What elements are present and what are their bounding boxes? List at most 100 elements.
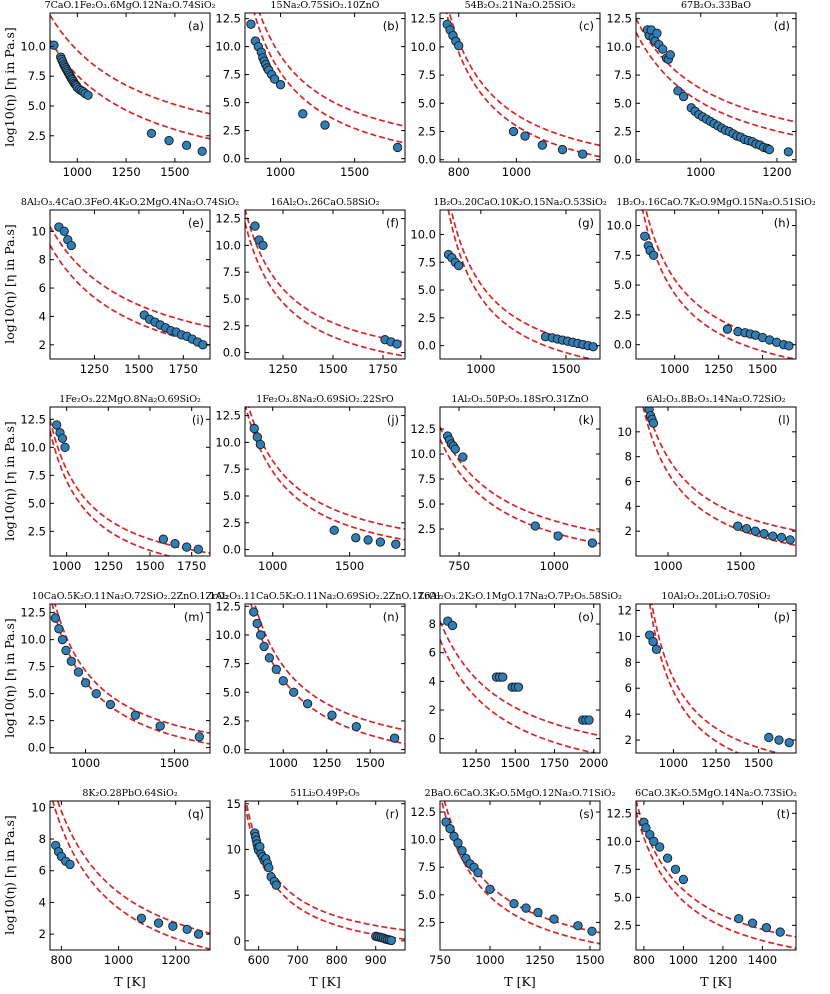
data-point-s bbox=[445, 823, 455, 834]
plot-area-q bbox=[51, 801, 210, 950]
model-curve-h-1 bbox=[645, 210, 796, 346]
panel-s: 2BaO.6CaO.3K₂O.5MgO.12Na₂O.71SiO₂ 750 1000… bbox=[410, 788, 615, 967]
x-tick-label: 1200 bbox=[762, 165, 791, 179]
y-tick-label: 4 bbox=[625, 499, 632, 513]
panel-frame-n bbox=[244, 603, 406, 754]
data-point-c bbox=[520, 131, 530, 141]
y-tick-label: 7.5 bbox=[28, 660, 46, 674]
data-point-m bbox=[80, 678, 91, 688]
y-tick-label: 7.5 bbox=[418, 472, 436, 486]
panel-frame-c bbox=[439, 12, 601, 163]
y-tick-label: 0.0 bbox=[418, 339, 436, 353]
data-point-m bbox=[61, 645, 71, 656]
x-tick-label: 1000 bbox=[475, 953, 504, 967]
panel-b: 15Na₂O.75SiO₂.10ZnO 1000 1500 0.0 2.5 5.0 7.5 1… bbox=[215, 0, 406, 179]
y-tick-label: 6 bbox=[625, 475, 632, 489]
data-point-j bbox=[329, 525, 339, 535]
data-point-n bbox=[278, 676, 288, 686]
y-tick-label: 10.0 bbox=[606, 218, 632, 232]
panel-t: 6CaO.3K₂O.5MgO.14Na₂O.73SiO₂ 800 1000 1200 1… bbox=[606, 788, 797, 967]
data-point-h bbox=[648, 250, 659, 260]
y-tick-label: 0 bbox=[429, 732, 436, 746]
model-curve-g-2 bbox=[447, 210, 596, 359]
y-axis-label-row1: log10(η) [η in Pa.s] bbox=[2, 27, 17, 147]
panel-title-m: 10CaO.5K₂O.11Na₂O.72SiO₂.2ZnO.1ZrO₂ bbox=[32, 591, 229, 602]
data-point-i bbox=[182, 542, 192, 552]
data-point-h bbox=[722, 324, 733, 334]
x-tick-label: 1500 bbox=[160, 756, 189, 770]
data-point-p bbox=[648, 636, 658, 647]
y-tick-label: 2.5 bbox=[28, 129, 46, 143]
data-point-m bbox=[73, 667, 84, 677]
data-point-a bbox=[197, 146, 207, 156]
y-tick-label: 4 bbox=[625, 707, 632, 721]
x-tick-label: 1500 bbox=[318, 362, 347, 376]
y-tick-label: 2.5 bbox=[223, 516, 241, 530]
plot-area-r bbox=[245, 801, 405, 946]
y-tick-label: 10.0 bbox=[215, 628, 241, 642]
panel-frame-q bbox=[49, 800, 211, 951]
y-tick-label: 7.5 bbox=[223, 657, 241, 671]
data-point-j bbox=[391, 539, 401, 549]
y-tick-label: 6 bbox=[625, 681, 632, 695]
y-tick-label: 10.0 bbox=[410, 227, 436, 241]
data-point-m bbox=[130, 710, 140, 720]
data-point-n bbox=[271, 664, 281, 674]
panel-title-b: 15Na₂O.75SiO₂.10ZnO bbox=[271, 0, 380, 11]
x-axis-label-col1: T [K] bbox=[114, 974, 145, 989]
panel-g: 1B₂O₃.20CaO.10K₂O.15Na₂O.53SiO₂ 1000 1500 0… bbox=[410, 197, 606, 376]
y-tick-label: 10.0 bbox=[20, 39, 46, 53]
x-tick-label: 1000 bbox=[269, 756, 298, 770]
panel-o: 16Al₂O₃.2K₂O.1MgO.17Na₂O.7P₂O₅.58SiO₂ 125… bbox=[418, 591, 622, 770]
y-tick-label: 5.0 bbox=[418, 888, 436, 902]
plot-area-i bbox=[50, 419, 210, 556]
panel-l: 6Al₂O₃.8B₂O₃.14Na₂O.72SiO₂ 1000 1500 2 4 6 8 10… bbox=[617, 394, 797, 573]
y-tick-label: 5.0 bbox=[614, 890, 632, 904]
y-tick-label: 10.0 bbox=[215, 40, 241, 54]
panel-label-r: (r) bbox=[385, 807, 399, 821]
y-tick-label: 2.5 bbox=[614, 308, 632, 322]
data-point-s bbox=[521, 903, 531, 913]
panel-title-q: 8K₂O.28PbO.64SiO₂ bbox=[82, 788, 177, 799]
data-point-n bbox=[351, 721, 361, 732]
data-point-s bbox=[441, 817, 451, 827]
y-tick-label: 2.5 bbox=[614, 125, 632, 139]
x-tick-label: 1400 bbox=[748, 953, 777, 967]
data-point-n bbox=[255, 630, 266, 640]
plot-area-l bbox=[642, 407, 796, 547]
data-point-k bbox=[530, 521, 540, 531]
data-point-b bbox=[275, 80, 286, 90]
data-point-k bbox=[458, 452, 468, 462]
data-point-c bbox=[537, 140, 547, 150]
data-point-o bbox=[498, 672, 508, 682]
panel-label-d: (d) bbox=[774, 19, 790, 33]
y-axis-label-row5: log10(η) [η in Pa.s] bbox=[2, 815, 17, 935]
x-tick-label: 1000 bbox=[466, 362, 495, 376]
plot-area-p bbox=[644, 604, 794, 753]
panel-title-j: 1Fe₂O₃.8Na₂O.69SiO₂.22SrO bbox=[256, 394, 394, 405]
data-point-t bbox=[655, 842, 665, 852]
y-tick-label: 6 bbox=[39, 864, 46, 878]
y-tick-label: 10.0 bbox=[215, 238, 241, 252]
data-point-t bbox=[678, 874, 689, 885]
model-curve-r-1 bbox=[245, 801, 405, 931]
data-point-n bbox=[259, 641, 269, 652]
y-tick-label: 8 bbox=[429, 617, 436, 631]
y-tick-label: 4 bbox=[429, 674, 436, 688]
x-tick-label: 1000 bbox=[502, 165, 531, 179]
y-tick-label: 12.5 bbox=[215, 409, 241, 423]
y-tick-label: 12.5 bbox=[20, 606, 46, 620]
y-tick-label: 12.5 bbox=[215, 12, 241, 26]
data-point-t bbox=[670, 864, 681, 874]
data-point-s bbox=[533, 907, 543, 918]
plot-area-t bbox=[636, 801, 796, 950]
data-point-e bbox=[59, 226, 69, 236]
x-tick-label: 1000 bbox=[669, 953, 698, 967]
data-point-b bbox=[298, 109, 308, 119]
data-point-t bbox=[734, 913, 744, 924]
x-tick-label: 2000 bbox=[579, 756, 608, 770]
y-tick-label: 2 bbox=[429, 703, 436, 717]
panel-frame-e bbox=[49, 209, 211, 360]
model-curve-c-1 bbox=[448, 13, 600, 147]
data-point-l bbox=[750, 526, 760, 536]
